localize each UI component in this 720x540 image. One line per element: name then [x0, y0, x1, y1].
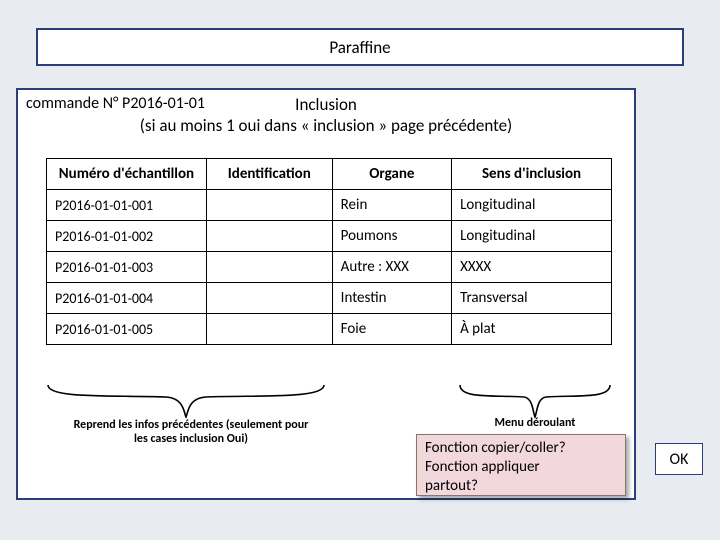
brace-right-icon: [458, 383, 612, 419]
samples-table: Numéro d'échantillon Identification Orga…: [46, 158, 612, 345]
cell-organe: Autre : XXX: [332, 252, 451, 283]
cell-identification: [206, 283, 332, 314]
cell-numero: P2016-01-01-001: [47, 190, 207, 221]
col-sens: Sens d'inclusion: [452, 159, 612, 190]
cell-sens: Longitudinal: [452, 190, 612, 221]
cell-sens: À plat: [452, 314, 612, 345]
cell-identification: [206, 190, 332, 221]
ok-button[interactable]: OK: [655, 443, 703, 475]
cell-organe: Rein: [332, 190, 451, 221]
cell-organe: Poumons: [332, 221, 451, 252]
table-row: P2016-01-01-005 Foie À plat: [47, 314, 612, 345]
note-right-label: Menu déroulant: [458, 416, 612, 430]
cell-numero: P2016-01-01-004: [47, 283, 207, 314]
cell-identification: [206, 314, 332, 345]
table-row: P2016-01-01-001 Rein Longitudinal: [47, 190, 612, 221]
cell-numero: P2016-01-01-002: [47, 221, 207, 252]
title-text: Paraffine: [329, 37, 390, 58]
title-box: Paraffine: [36, 28, 684, 66]
table-row: P2016-01-01-004 Intestin Transversal: [47, 283, 612, 314]
pink-line: Fonction copier/coller?: [425, 439, 617, 458]
pink-line: Fonction appliquer: [425, 458, 617, 477]
pink-note-box: Fonction copier/coller? Fonction appliqu…: [416, 434, 626, 496]
table-header-row: Numéro d'échantillon Identification Orga…: [47, 159, 612, 190]
note-left: Reprend les infos précédentes (seulement…: [68, 418, 314, 447]
col-numero: Numéro d'échantillon: [47, 159, 207, 190]
cell-identification: [206, 252, 332, 283]
subtitle-line1: Inclusion: [18, 94, 634, 115]
cell-sens: XXXX: [452, 252, 612, 283]
subtitle: Inclusion (si au moins 1 oui dans « incl…: [18, 94, 634, 136]
col-identification: Identification: [206, 159, 332, 190]
cell-sens: Transversal: [452, 283, 612, 314]
table-row: P2016-01-01-003 Autre : XXX XXXX: [47, 252, 612, 283]
cell-organe: Foie: [332, 314, 451, 345]
subtitle-line2: (si au moins 1 oui dans « inclusion » pa…: [18, 115, 634, 136]
cell-identification: [206, 221, 332, 252]
pink-line: partout?: [425, 477, 617, 496]
col-organe: Organe: [332, 159, 451, 190]
cell-numero: P2016-01-01-005: [47, 314, 207, 345]
cell-numero: P2016-01-01-003: [47, 252, 207, 283]
main-panel: commande N° P2016-01-01 Inclusion (si au…: [16, 88, 636, 500]
cell-organe: Intestin: [332, 283, 451, 314]
brace-left-icon: [46, 383, 326, 419]
cell-sens: Longitudinal: [452, 221, 612, 252]
ok-label: OK: [670, 450, 689, 469]
table-row: P2016-01-01-002 Poumons Longitudinal: [47, 221, 612, 252]
